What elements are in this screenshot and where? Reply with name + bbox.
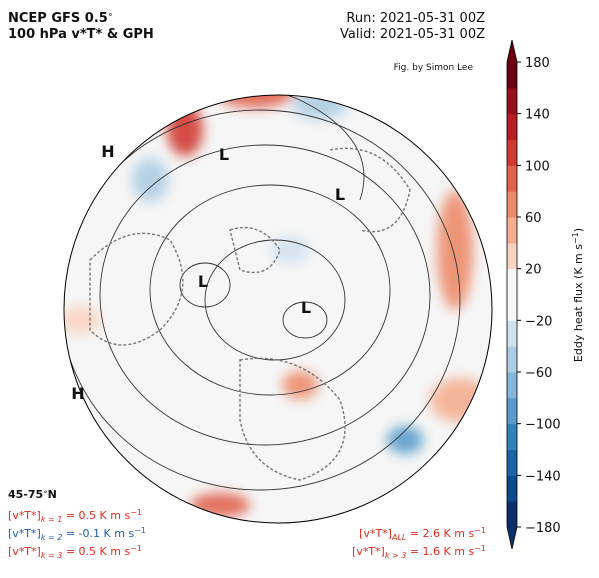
stat-text: = 0.5 K m s (62, 545, 130, 558)
stat-prefix: [v*T*] (352, 545, 385, 558)
pressure-center: L (301, 298, 311, 317)
pressure-center: L (335, 185, 345, 204)
stat-text: = 0.5 K m s (62, 509, 130, 522)
stat-text: = -0.1 K m s (62, 527, 134, 540)
colorbar-band (507, 113, 517, 140)
colorbar-band (507, 372, 517, 399)
colorbar-label-text: Eddy heat flux (K m s (572, 244, 585, 362)
colorbar-band (507, 294, 517, 321)
band: 45-75 (8, 488, 43, 501)
stat-sub: k = 3 (41, 551, 63, 560)
colorbar-extend (507, 527, 517, 549)
map-border (63, 94, 493, 524)
colorbar-tick-label: 20 (525, 263, 542, 278)
valid-time: Valid: 2021-05-31 00Z (340, 27, 485, 42)
pressure-center: H (71, 384, 84, 403)
colorbar: −180 −140 −100 −60 −20 20 60 100 140 180 Eddy heat… (506, 39, 585, 550)
degree: ∘ (43, 488, 47, 496)
colorbar-band (507, 449, 517, 476)
colorbar-band (507, 346, 517, 373)
colorbar-band (507, 475, 517, 502)
stat-sup: −1 (134, 526, 146, 535)
colorbar-label: Eddy heat flux (K m s−1) (571, 228, 585, 362)
colorbar-tick-label: 140 (525, 108, 550, 123)
run-time: Run: 2021-05-31 00Z (346, 11, 485, 26)
colorbar-band (507, 397, 517, 425)
colorbar-tick-label: −100 (525, 418, 561, 433)
colorbar-band (507, 423, 517, 450)
stat-line: [v*T*]ALL = 2.6 K m s−1 (359, 526, 486, 542)
map (64, 95, 492, 523)
stat-sub: ALL (391, 533, 406, 542)
stat-prefix: [v*T*] (8, 527, 41, 540)
colorbar-band (507, 242, 517, 270)
colorbar-tick-label: −20 (525, 314, 552, 329)
colorbar-band (507, 191, 517, 218)
stat-line: [v*T*]k = 2 = -0.1 K m s−1 (8, 526, 146, 542)
stat-sup: −1 (474, 526, 486, 535)
colorbar-tick-label: −140 (525, 469, 561, 484)
title: NCEP GFS 0.5∘ (8, 10, 113, 26)
colorbar-band (507, 62, 517, 89)
colorbar-tick-label: 180 (525, 56, 550, 71)
stats: [v*T*]k = 1 = 0.5 K m s−1[v*T*]k = 2 = -… (8, 508, 486, 560)
stat-sub: k > 3 (385, 551, 407, 560)
colorbar-band (507, 320, 517, 347)
stat-sub: k = 1 (41, 515, 63, 524)
stat-text: = 2.6 K m s (406, 527, 474, 540)
stat-line: [v*T*]k = 3 = 0.5 K m s−1 (8, 544, 142, 560)
colorbar-band (507, 87, 517, 115)
band-suffix: N (48, 488, 57, 501)
colorbar-tick-label: 100 (525, 159, 550, 174)
subtitle: 100 hPa v*T* & GPH (8, 27, 154, 42)
pressure-center: L (198, 272, 208, 291)
colorbar-tick-label: 60 (525, 211, 542, 226)
credit: Fig. by Simon Lee (394, 63, 474, 73)
colorbar-band (507, 165, 517, 192)
pressure-center: L (219, 145, 229, 164)
latitude-band: 45-75∘N (8, 488, 57, 501)
title-text: NCEP GFS 0.5 (8, 11, 108, 26)
stat-sub: k = 2 (41, 533, 63, 542)
stat-sup: −1 (130, 508, 142, 517)
degree: ∘ (108, 10, 113, 19)
colorbar-label-sup: −1 (571, 232, 580, 244)
stat-sup: −1 (130, 544, 142, 553)
stat-prefix: [v*T*] (359, 527, 392, 540)
stat-prefix: [v*T*] (8, 509, 41, 522)
colorbar-band (507, 268, 517, 295)
colorbar-extend (507, 40, 517, 62)
pressure-labels: H L L L L H (71, 142, 345, 403)
pressure-center: H (101, 142, 114, 161)
colorbar-label-end: ) (572, 228, 585, 232)
colorbar-band (507, 139, 517, 166)
stat-line: [v*T*]k = 1 = 0.5 K m s−1 (8, 508, 142, 524)
colorbar-band (507, 501, 517, 528)
colorbar-band (507, 217, 517, 244)
colorbar-tick-label: −180 (525, 521, 561, 536)
stat-text: = 1.6 K m s (406, 545, 474, 558)
stat-sup: −1 (474, 544, 486, 553)
stat-prefix: [v*T*] (8, 545, 41, 558)
colorbar-tick-label: −60 (525, 366, 552, 381)
stat-line: [v*T*]k > 3 = 1.6 K m s−1 (352, 544, 486, 560)
